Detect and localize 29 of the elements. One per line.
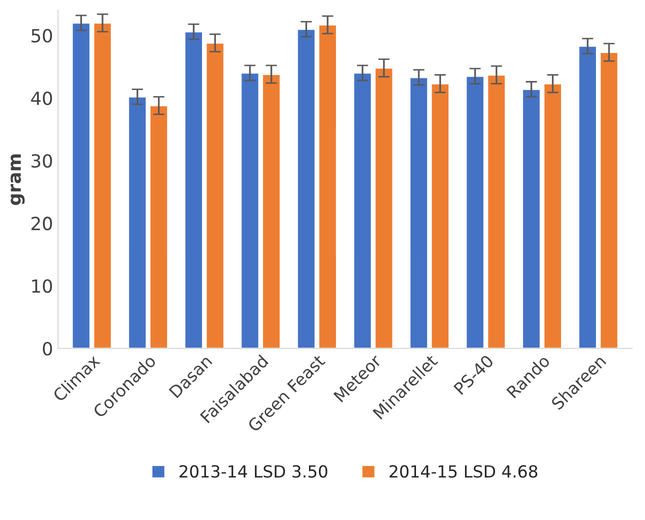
y-tick-label: 40 xyxy=(31,91,52,106)
y-tick-label: 30 xyxy=(32,154,52,168)
bar xyxy=(318,24,338,348)
bar xyxy=(296,28,316,348)
y-tick-label: 20 xyxy=(32,216,52,230)
bar xyxy=(486,74,506,348)
bar xyxy=(149,104,168,348)
bar xyxy=(128,96,148,348)
bar xyxy=(184,30,204,348)
legend-label: 2014-15 LSD 4.68 xyxy=(390,465,538,478)
bar xyxy=(374,67,394,348)
bar xyxy=(465,75,485,348)
bar xyxy=(409,76,428,348)
legend-label: 2013-14 LSD 3.50 xyxy=(180,465,328,478)
bar xyxy=(240,72,260,348)
bar xyxy=(71,22,91,348)
y-tick-label: 50 xyxy=(32,28,52,43)
bar xyxy=(599,52,619,348)
bar xyxy=(543,82,562,348)
y-axis-title: gram xyxy=(10,154,25,205)
bar xyxy=(205,42,225,348)
bar xyxy=(430,82,450,348)
bar xyxy=(522,88,542,348)
bar xyxy=(352,72,372,348)
y-tick-label: 0 xyxy=(42,342,52,356)
bar xyxy=(578,45,598,348)
bar xyxy=(262,74,282,348)
y-tick-label: 10 xyxy=(32,279,52,293)
bar xyxy=(92,22,112,348)
